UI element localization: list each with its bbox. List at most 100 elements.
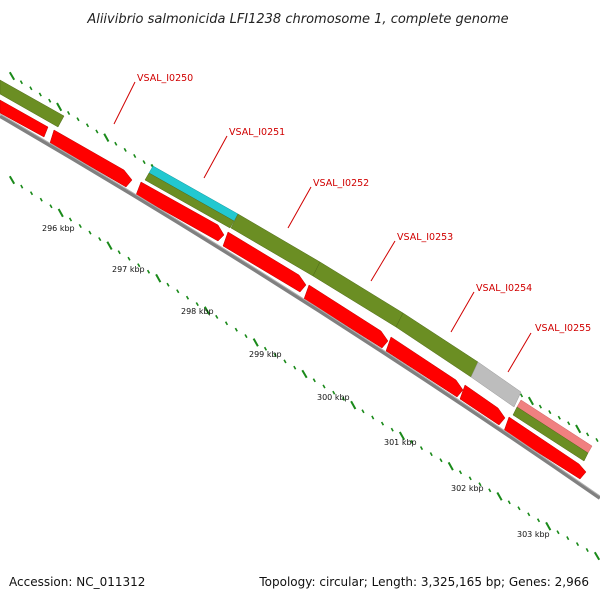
tick-label: 298 kbp — [181, 307, 214, 316]
leader-line — [287, 186, 312, 229]
tick-mark — [166, 282, 170, 287]
tick-mark — [538, 404, 542, 409]
tick-mark — [488, 488, 492, 493]
cds-arrow-4[interactable] — [222, 231, 307, 293]
cds-arrow-5[interactable] — [303, 284, 389, 349]
tick-mark — [224, 321, 229, 326]
tick-mark — [48, 98, 52, 103]
tick-mark — [350, 400, 357, 410]
tick-mark — [419, 446, 424, 451]
tick-mark — [234, 327, 238, 332]
tick-mark — [103, 133, 110, 142]
tick-label: 302 kbp — [451, 484, 484, 493]
inner-tick-dots — [8, 175, 600, 561]
leader-line — [507, 332, 532, 373]
tick-mark — [519, 393, 524, 398]
tick-mark — [20, 184, 24, 189]
tick-mark — [263, 346, 268, 351]
cds-arrow-3[interactable] — [135, 181, 225, 242]
tick-mark — [78, 223, 82, 229]
cds-arrow-1[interactable] — [0, 99, 49, 138]
tick-mark — [127, 256, 131, 261]
gene-band-vsal-i0254-grey[interactable] — [470, 361, 522, 408]
tick-mark — [39, 197, 43, 202]
tick-mark — [137, 263, 141, 268]
gene-label-vsal-i0255[interactable]: VSAL_I0255 — [535, 323, 591, 334]
tick-mark — [398, 431, 406, 441]
tick-mark — [439, 458, 443, 463]
cds-arrow-8[interactable] — [503, 416, 587, 480]
tick-mark — [332, 390, 336, 395]
tick-mark — [536, 518, 541, 523]
tick-mark — [429, 452, 433, 457]
cds-arrow-2[interactable] — [49, 129, 133, 188]
gene-band-vsal-i0250[interactable] — [0, 79, 65, 128]
tick-mark — [203, 306, 211, 315]
tick-label: 303 kbp — [517, 530, 550, 539]
gene-label-vsal-i0254[interactable]: VSAL_I0254 — [476, 283, 532, 294]
tick-mark — [556, 530, 560, 535]
leader-line — [450, 291, 475, 333]
tick-mark — [478, 482, 482, 487]
tick-label: 301 kbp — [384, 438, 417, 447]
gene-band-vsal-i0255-olive[interactable] — [512, 406, 589, 462]
tick-labels: 296 kbp 297 kbp 298 kbp 299 kbp 300 kbp … — [42, 224, 550, 539]
tick-mark — [49, 204, 53, 209]
tick-mark — [88, 230, 92, 235]
tick-mark — [557, 415, 561, 420]
tick-mark — [341, 396, 346, 401]
gene-label-vsal-i0250[interactable]: VSAL_I0250 — [137, 73, 193, 84]
tick-mark — [106, 241, 113, 250]
gene-label-vsal-i0252[interactable]: VSAL_I0252 — [313, 178, 369, 189]
summary-text: Topology: circular; Length: 3,325,165 bp… — [258, 575, 589, 589]
feature-track — [0, 79, 593, 480]
tick-mark — [585, 548, 589, 552]
tick-mark — [85, 123, 90, 128]
tick-mark — [117, 250, 121, 255]
tick-mark — [133, 154, 137, 158]
tick-mark — [390, 427, 394, 432]
tick-mark — [244, 334, 248, 339]
tick-mark — [575, 542, 580, 547]
gene-labels: VSAL_I0250 VSAL_I0251 VSAL_I0252 VSAL_I0… — [113, 73, 591, 373]
tick-mark — [155, 273, 162, 283]
leader-line — [113, 81, 136, 125]
tick-mark — [545, 521, 552, 531]
tick-mark — [76, 117, 80, 122]
tick-mark — [176, 289, 180, 294]
tick-mark — [146, 269, 151, 274]
tick-mark — [575, 424, 582, 434]
tick-mark — [527, 396, 534, 406]
cds-arrow-6[interactable] — [385, 336, 464, 398]
tick-mark — [301, 369, 308, 379]
tick-mark — [215, 314, 219, 319]
map-title: Aliivibrio salmonicida LFI1238 chromosom… — [86, 12, 508, 27]
tick-mark — [56, 102, 63, 112]
tick-mark — [468, 476, 472, 481]
tick-mark — [458, 470, 463, 475]
tick-mark — [68, 217, 73, 222]
tick-mark — [447, 461, 454, 471]
tick-mark — [98, 237, 102, 242]
gene-band-vsal-i0251-olive[interactable] — [144, 172, 235, 229]
tick-label: 297 kbp — [112, 265, 145, 274]
gene-label-vsal-i0253[interactable]: VSAL_I0253 — [397, 232, 453, 243]
cds-arrow-7[interactable] — [459, 384, 506, 426]
tick-mark — [361, 409, 365, 414]
tick-mark — [496, 492, 503, 501]
tick-mark — [566, 536, 570, 541]
tick-mark — [29, 191, 34, 196]
tick-mark — [8, 71, 16, 81]
tick-mark — [38, 92, 42, 97]
tick-mark — [19, 80, 23, 85]
tick-mark — [380, 421, 385, 426]
tick-mark — [142, 160, 146, 165]
backbone-line — [0, 114, 600, 500]
tick-mark — [252, 338, 259, 347]
tick-mark — [8, 175, 16, 185]
tick-mark — [67, 111, 71, 115]
tick-mark — [29, 86, 33, 91]
gene-label-vsal-i0251[interactable]: VSAL_I0251 — [229, 127, 285, 138]
tick-label: 300 kbp — [317, 393, 350, 402]
